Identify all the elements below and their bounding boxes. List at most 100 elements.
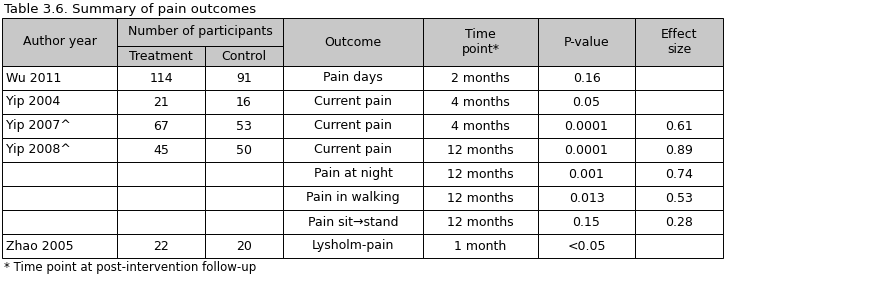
Bar — [2, 90, 117, 114]
Bar — [538, 234, 635, 258]
Text: 22: 22 — [153, 240, 169, 253]
Bar — [205, 66, 283, 90]
Bar — [283, 66, 423, 90]
Bar — [423, 186, 538, 210]
Bar — [635, 162, 723, 186]
Text: 12 months: 12 months — [447, 215, 514, 229]
Bar — [205, 90, 283, 114]
Text: 4 months: 4 months — [451, 119, 510, 133]
Text: P-value: P-value — [564, 35, 609, 48]
Text: Current pain: Current pain — [314, 144, 392, 157]
Bar — [205, 138, 283, 162]
Text: Wu 2011: Wu 2011 — [6, 72, 61, 84]
Bar — [117, 210, 205, 234]
Bar — [117, 162, 205, 186]
Bar — [635, 66, 723, 90]
Text: 91: 91 — [236, 72, 252, 84]
Text: 20: 20 — [236, 240, 252, 253]
Text: Pain at night: Pain at night — [314, 168, 392, 180]
Bar — [283, 162, 423, 186]
Text: Table 3.6. Summary of pain outcomes: Table 3.6. Summary of pain outcomes — [4, 3, 256, 17]
Text: 1 month: 1 month — [454, 240, 507, 253]
Text: Effect
size: Effect size — [661, 28, 697, 56]
Bar — [117, 186, 205, 210]
Text: 53: 53 — [236, 119, 252, 133]
Bar — [538, 18, 635, 66]
Text: Yip 2008^: Yip 2008^ — [6, 144, 71, 157]
Text: 67: 67 — [153, 119, 169, 133]
Text: 0.53: 0.53 — [665, 191, 693, 204]
Text: 50: 50 — [236, 144, 252, 157]
Bar — [117, 46, 205, 66]
Bar — [635, 138, 723, 162]
Bar — [2, 114, 117, 138]
Bar — [117, 90, 205, 114]
Bar — [635, 114, 723, 138]
Bar — [2, 18, 117, 66]
Text: Time
point*: Time point* — [461, 28, 500, 56]
Text: 16: 16 — [236, 95, 252, 108]
Bar — [205, 162, 283, 186]
Bar — [538, 66, 635, 90]
Bar — [117, 234, 205, 258]
Text: 21: 21 — [153, 95, 169, 108]
Bar — [423, 66, 538, 90]
Bar — [117, 114, 205, 138]
Bar — [635, 210, 723, 234]
Text: 0.89: 0.89 — [665, 144, 693, 157]
Text: 12 months: 12 months — [447, 191, 514, 204]
Bar — [423, 162, 538, 186]
Bar — [2, 138, 117, 162]
Text: 114: 114 — [149, 72, 173, 84]
Bar — [283, 234, 423, 258]
Bar — [423, 210, 538, 234]
Text: 0.0001: 0.0001 — [565, 144, 608, 157]
Bar — [283, 210, 423, 234]
Text: <0.05: <0.05 — [567, 240, 606, 253]
Text: Current pain: Current pain — [314, 119, 392, 133]
Bar — [538, 162, 635, 186]
Text: Pain days: Pain days — [323, 72, 383, 84]
Text: 0.16: 0.16 — [572, 72, 600, 84]
Bar — [283, 18, 423, 66]
Bar — [423, 18, 538, 66]
Bar — [423, 234, 538, 258]
Bar — [2, 234, 117, 258]
Bar — [635, 186, 723, 210]
Text: Zhao 2005: Zhao 2005 — [6, 240, 73, 253]
Bar — [538, 90, 635, 114]
Text: 12 months: 12 months — [447, 168, 514, 180]
Bar — [283, 186, 423, 210]
Text: Control: Control — [221, 50, 267, 63]
Bar — [283, 90, 423, 114]
Bar — [423, 90, 538, 114]
Text: Pain sit→stand: Pain sit→stand — [308, 215, 399, 229]
Bar — [538, 186, 635, 210]
Text: Yip 2004: Yip 2004 — [6, 95, 60, 108]
Bar — [538, 210, 635, 234]
Text: Pain in walking: Pain in walking — [306, 191, 399, 204]
Bar — [283, 138, 423, 162]
Bar — [117, 18, 283, 46]
Bar — [117, 66, 205, 90]
Text: Yip 2007^: Yip 2007^ — [6, 119, 71, 133]
Bar — [538, 114, 635, 138]
Bar — [635, 18, 723, 66]
Bar — [423, 114, 538, 138]
Bar — [283, 114, 423, 138]
Bar — [635, 90, 723, 114]
Text: 0.15: 0.15 — [572, 215, 600, 229]
Text: 12 months: 12 months — [447, 144, 514, 157]
Text: 2 months: 2 months — [451, 72, 510, 84]
Bar — [538, 138, 635, 162]
Bar — [2, 186, 117, 210]
Text: 0.28: 0.28 — [665, 215, 693, 229]
Bar — [423, 138, 538, 162]
Bar — [635, 234, 723, 258]
Text: 0.61: 0.61 — [665, 119, 693, 133]
Text: 45: 45 — [153, 144, 169, 157]
Bar — [205, 210, 283, 234]
Bar — [2, 66, 117, 90]
Bar — [205, 114, 283, 138]
Text: 0.013: 0.013 — [569, 191, 605, 204]
